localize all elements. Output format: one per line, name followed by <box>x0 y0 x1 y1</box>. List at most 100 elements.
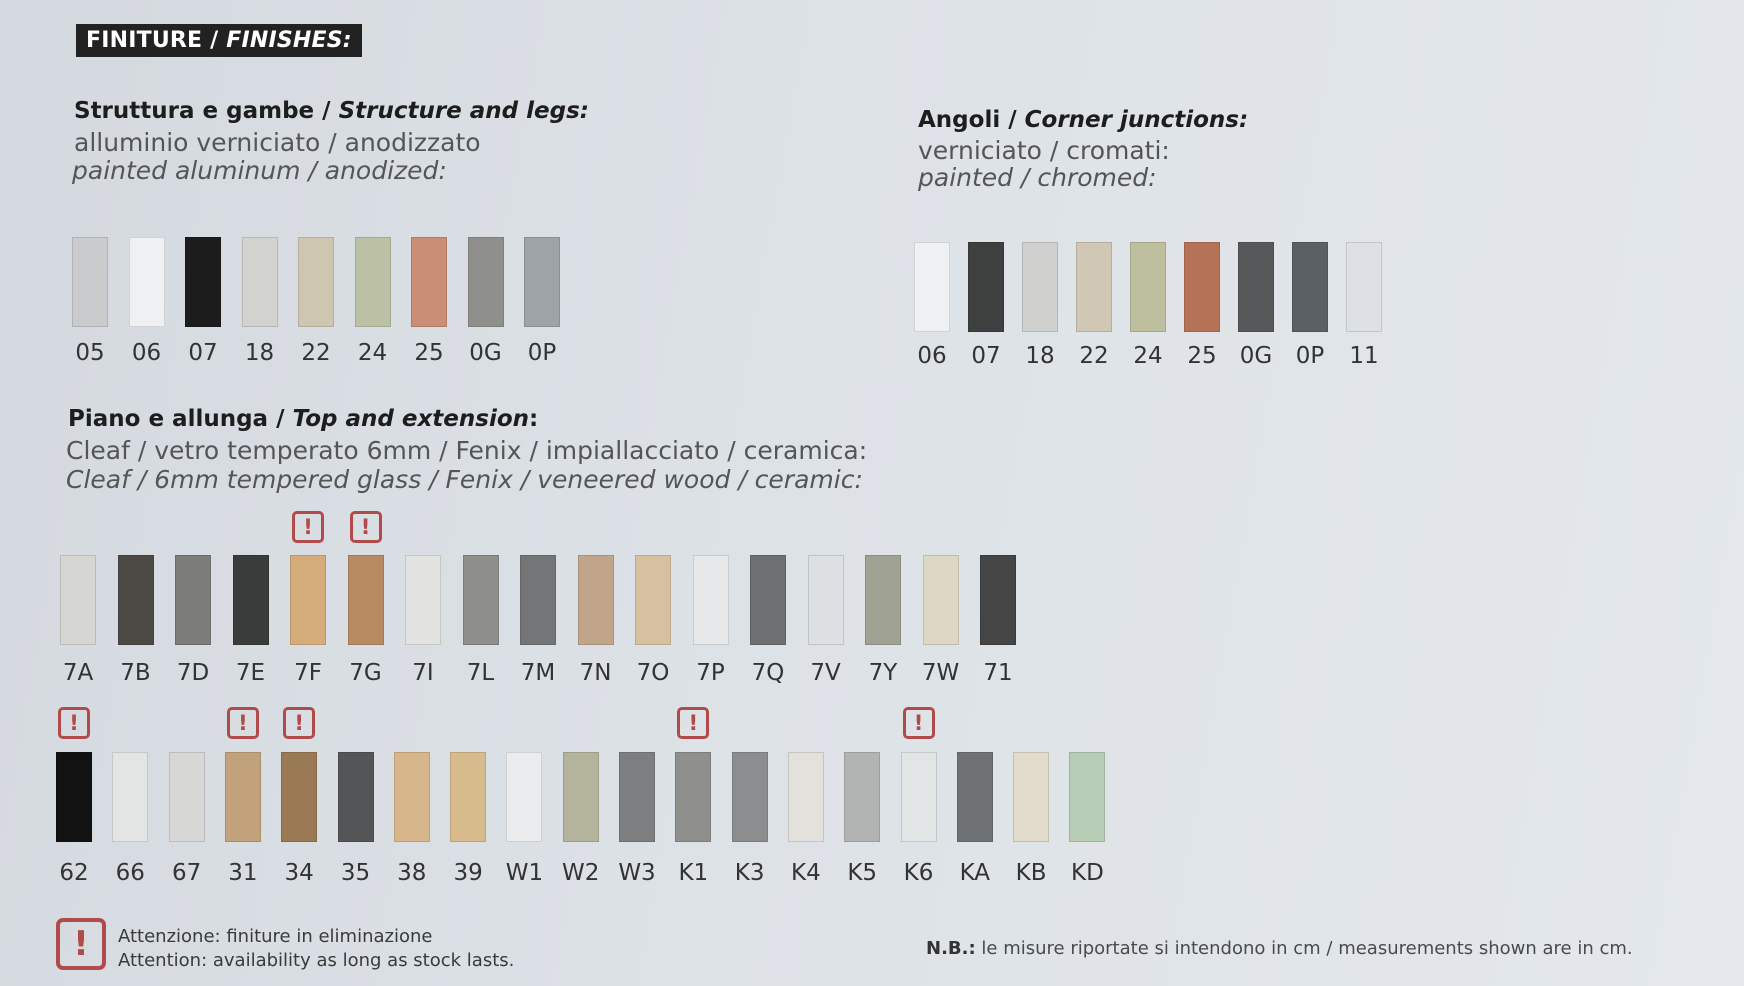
structure-heading: Struttura e gambe / Structure and legs: <box>74 98 589 124</box>
swatch-code-07: 07 <box>971 343 1001 369</box>
badge-italian: FINITURE <box>86 28 203 53</box>
swatch-7e <box>232 555 269 645</box>
measurement-note-text: le misure riportate si intendono in cm /… <box>975 938 1633 959</box>
swatch-05 <box>72 237 108 327</box>
top-title-it: Piano e allunga <box>68 406 269 432</box>
swatch-code-11: 11 <box>1349 343 1379 369</box>
swatch-7w <box>922 555 959 645</box>
swatch-0g <box>1238 242 1274 332</box>
corners-line-1: verniciato / cromati: <box>918 136 1170 165</box>
swatch-66 <box>112 752 149 842</box>
badge-english: FINISHES: <box>226 28 352 53</box>
swatch-code-0g: 0G <box>1239 343 1273 369</box>
swatch-7m <box>520 555 556 645</box>
swatch-25 <box>411 237 447 327</box>
swatch-code-7a: 7A <box>62 660 94 686</box>
swatch-0p <box>524 237 560 327</box>
swatch-11 <box>1346 242 1382 332</box>
swatch-code-k3: K3 <box>734 860 765 886</box>
corners-line-2: painted / chromed: <box>918 163 1157 192</box>
swatch-06 <box>914 242 950 332</box>
swatch-k5 <box>844 752 881 842</box>
swatch-code-7g: 7G <box>349 660 382 686</box>
swatch-7q <box>750 555 786 645</box>
swatch-code-06: 06 <box>131 340 162 366</box>
corners-title-it: Angoli <box>918 107 1001 133</box>
swatch-code-k4: K4 <box>791 860 821 886</box>
warning-icon-31: ! <box>226 707 259 739</box>
swatch-code-0p: 0P <box>527 340 557 366</box>
swatch-7d <box>175 555 211 645</box>
warning-icon-k6: ! <box>902 707 935 739</box>
structure-title-it: Struttura e gambe <box>74 98 315 124</box>
structure-title-en: Structure and legs: <box>338 98 589 124</box>
top-title-sep: / <box>268 406 293 432</box>
swatch-code-34: 34 <box>284 860 314 886</box>
swatch-62 <box>56 752 92 842</box>
structure-line-2: painted aluminum / anodized: <box>72 156 447 185</box>
swatch-7g <box>347 555 384 645</box>
swatch-7b <box>117 555 154 645</box>
legend-line-1: Attenzione: finiture in eliminazione <box>118 926 433 947</box>
swatch-07 <box>968 242 1004 332</box>
swatch-k4 <box>787 752 824 842</box>
swatch-71 <box>980 555 1016 645</box>
swatch-code-35: 35 <box>340 860 371 886</box>
swatch-code-39: 39 <box>453 860 483 886</box>
swatch-7l <box>462 555 499 645</box>
swatch-code-k5: K5 <box>847 860 878 886</box>
top-heading: Piano e allunga / Top and extension: <box>68 406 538 432</box>
swatch-7p <box>692 555 729 645</box>
swatch-07 <box>185 237 221 327</box>
swatch-code-7m: 7M <box>520 660 556 686</box>
swatch-7o <box>635 555 671 645</box>
swatch-code-38: 38 <box>397 860 427 886</box>
badge-separator: / <box>202 28 227 53</box>
swatch-0p <box>1292 242 1328 332</box>
swatch-code-18: 18 <box>244 340 275 366</box>
swatch-24 <box>354 237 391 327</box>
swatch-22 <box>1076 242 1112 332</box>
swatch-39 <box>450 752 487 842</box>
swatch-7f <box>290 555 326 645</box>
swatch-code-kd: KD <box>1070 860 1104 886</box>
swatch-31 <box>224 752 261 842</box>
swatch-code-31: 31 <box>228 860 258 886</box>
swatch-w2 <box>562 752 599 842</box>
swatch-34 <box>281 752 318 842</box>
swatch-k1 <box>675 752 712 842</box>
swatch-0g <box>467 237 504 327</box>
swatch-code-7v: 7V <box>810 660 841 686</box>
swatch-code-67: 67 <box>171 860 202 886</box>
warning-icon-7f: ! <box>292 511 324 543</box>
swatch-code-k1: K1 <box>678 860 709 886</box>
swatch-w1 <box>506 752 543 842</box>
swatch-7y <box>865 555 901 645</box>
corners-heading: Angoli / Corner junctions: <box>918 107 1248 133</box>
swatch-code-22: 22 <box>1079 343 1109 369</box>
swatch-35 <box>337 752 374 842</box>
swatch-7n <box>577 555 614 645</box>
swatch-code-kb: KB <box>1015 860 1047 886</box>
corners-title-sep: / <box>1000 107 1025 133</box>
swatch-code-25: 25 <box>414 340 444 366</box>
swatch-38 <box>393 752 430 842</box>
swatch-code-66: 66 <box>115 860 145 886</box>
swatch-ka <box>956 752 993 842</box>
swatch-k3 <box>731 752 768 842</box>
swatch-kd <box>1069 752 1106 842</box>
swatch-code-25: 25 <box>1187 343 1217 369</box>
swatch-code-24: 24 <box>1133 343 1163 369</box>
legend-warning-icon: ! <box>56 918 106 970</box>
top-line-1: Cleaf / vetro temperato 6mm / Fenix / im… <box>66 436 868 465</box>
warning-icon-34: ! <box>283 707 316 739</box>
swatch-code-7f: 7F <box>294 660 322 686</box>
swatch-7i <box>405 555 441 645</box>
swatch-code-w3: W3 <box>618 860 656 886</box>
swatch-code-24: 24 <box>357 340 388 366</box>
swatch-7v <box>807 555 844 645</box>
swatch-code-62: 62 <box>59 860 89 886</box>
swatch-code-7e: 7E <box>235 660 266 686</box>
swatch-code-05: 05 <box>75 340 105 366</box>
swatch-code-7y: 7Y <box>868 660 898 686</box>
